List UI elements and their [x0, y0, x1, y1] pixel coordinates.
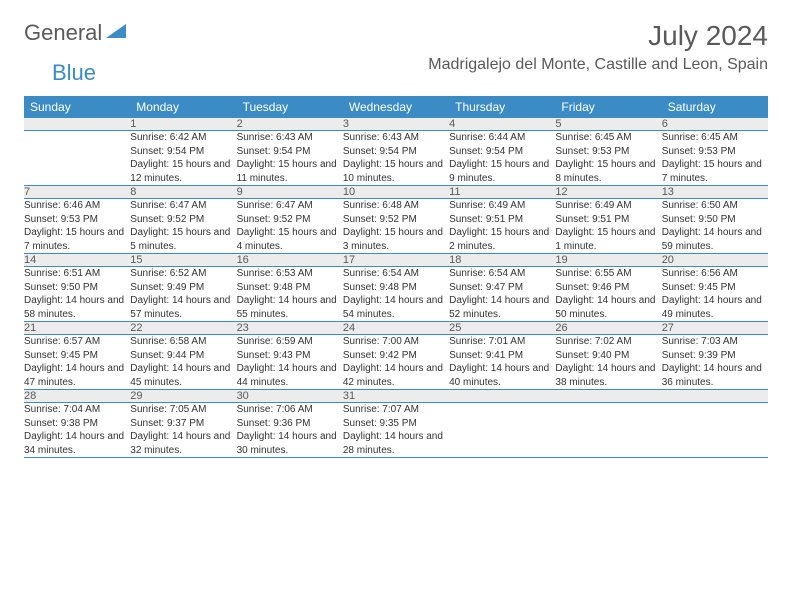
day-detail-cell: Sunrise: 6:43 AMSunset: 9:54 PMDaylight:…	[237, 131, 343, 186]
day-detail-cell: Sunrise: 6:49 AMSunset: 9:51 PMDaylight:…	[449, 199, 555, 254]
day-number-cell	[662, 390, 768, 403]
location-subtitle: Madrigalejo del Monte, Castille and Leon…	[428, 56, 768, 74]
day-number-cell	[449, 390, 555, 403]
day-number-cell: 22	[130, 322, 236, 335]
day-number-cell: 31	[343, 390, 449, 403]
day-number-cell: 23	[237, 322, 343, 335]
day-detail-cell: Sunrise: 6:45 AMSunset: 9:53 PMDaylight:…	[662, 131, 768, 186]
day-number-cell: 6	[662, 118, 768, 131]
day-number-cell	[24, 118, 130, 131]
day-detail-cell: Sunrise: 6:46 AMSunset: 9:53 PMDaylight:…	[24, 199, 130, 254]
day-number-cell: 7	[24, 186, 130, 199]
day-detail-cell: Sunrise: 6:59 AMSunset: 9:43 PMDaylight:…	[237, 335, 343, 390]
calendar-header-row: Sunday Monday Tuesday Wednesday Thursday…	[24, 96, 768, 118]
calendar-table: Sunday Monday Tuesday Wednesday Thursday…	[24, 96, 768, 458]
day-detail-row: Sunrise: 7:04 AMSunset: 9:38 PMDaylight:…	[24, 403, 768, 458]
day-number-row: 78910111213	[24, 186, 768, 199]
day-number-cell: 27	[662, 322, 768, 335]
day-detail-cell: Sunrise: 6:44 AMSunset: 9:54 PMDaylight:…	[449, 131, 555, 186]
day-number-cell: 8	[130, 186, 236, 199]
day-number-cell: 17	[343, 254, 449, 267]
day-detail-row: Sunrise: 6:57 AMSunset: 9:45 PMDaylight:…	[24, 335, 768, 390]
day-detail-cell	[24, 131, 130, 186]
day-number-cell: 3	[343, 118, 449, 131]
day-detail-cell: Sunrise: 7:01 AMSunset: 9:41 PMDaylight:…	[449, 335, 555, 390]
day-detail-cell: Sunrise: 6:51 AMSunset: 9:50 PMDaylight:…	[24, 267, 130, 322]
day-detail-cell: Sunrise: 6:47 AMSunset: 9:52 PMDaylight:…	[237, 199, 343, 254]
day-number-row: 123456	[24, 118, 768, 131]
brand-triangle-icon	[106, 24, 126, 43]
day-number-cell: 1	[130, 118, 236, 131]
day-number-cell: 29	[130, 390, 236, 403]
day-number-cell: 2	[237, 118, 343, 131]
day-header: Wednesday	[343, 96, 449, 118]
day-detail-cell: Sunrise: 7:03 AMSunset: 9:39 PMDaylight:…	[662, 335, 768, 390]
day-header: Thursday	[449, 96, 555, 118]
day-detail-cell: Sunrise: 7:06 AMSunset: 9:36 PMDaylight:…	[237, 403, 343, 458]
day-detail-cell: Sunrise: 6:58 AMSunset: 9:44 PMDaylight:…	[130, 335, 236, 390]
day-detail-cell: Sunrise: 7:02 AMSunset: 9:40 PMDaylight:…	[555, 335, 661, 390]
day-number-cell: 12	[555, 186, 661, 199]
day-detail-cell: Sunrise: 6:50 AMSunset: 9:50 PMDaylight:…	[662, 199, 768, 254]
day-detail-cell: Sunrise: 6:52 AMSunset: 9:49 PMDaylight:…	[130, 267, 236, 322]
day-number-cell: 28	[24, 390, 130, 403]
day-number-cell	[555, 390, 661, 403]
day-detail-cell: Sunrise: 6:42 AMSunset: 9:54 PMDaylight:…	[130, 131, 236, 186]
day-number-cell: 18	[449, 254, 555, 267]
day-number-cell: 4	[449, 118, 555, 131]
month-title: July 2024	[428, 20, 768, 52]
day-number-cell: 30	[237, 390, 343, 403]
day-number-row: 14151617181920	[24, 254, 768, 267]
day-detail-cell: Sunrise: 6:56 AMSunset: 9:45 PMDaylight:…	[662, 267, 768, 322]
day-number-cell: 5	[555, 118, 661, 131]
day-detail-cell	[662, 403, 768, 458]
day-detail-cell: Sunrise: 6:47 AMSunset: 9:52 PMDaylight:…	[130, 199, 236, 254]
day-header: Tuesday	[237, 96, 343, 118]
day-number-cell: 20	[662, 254, 768, 267]
day-detail-cell	[555, 403, 661, 458]
day-number-cell: 10	[343, 186, 449, 199]
day-number-row: 21222324252627	[24, 322, 768, 335]
day-number-cell: 13	[662, 186, 768, 199]
day-detail-cell: Sunrise: 7:05 AMSunset: 9:37 PMDaylight:…	[130, 403, 236, 458]
day-number-cell: 14	[24, 254, 130, 267]
day-detail-row: Sunrise: 6:51 AMSunset: 9:50 PMDaylight:…	[24, 267, 768, 322]
day-number-row: 28293031	[24, 390, 768, 403]
day-header: Monday	[130, 96, 236, 118]
day-detail-cell: Sunrise: 6:45 AMSunset: 9:53 PMDaylight:…	[555, 131, 661, 186]
day-detail-cell: Sunrise: 7:00 AMSunset: 9:42 PMDaylight:…	[343, 335, 449, 390]
day-number-cell: 21	[24, 322, 130, 335]
day-detail-cell: Sunrise: 7:04 AMSunset: 9:38 PMDaylight:…	[24, 403, 130, 458]
title-area: July 2024 Madrigalejo del Monte, Castill…	[428, 20, 768, 74]
day-number-cell: 9	[237, 186, 343, 199]
day-detail-row: Sunrise: 6:42 AMSunset: 9:54 PMDaylight:…	[24, 131, 768, 186]
day-detail-row: Sunrise: 6:46 AMSunset: 9:53 PMDaylight:…	[24, 199, 768, 254]
day-detail-cell	[449, 403, 555, 458]
day-detail-cell: Sunrise: 7:07 AMSunset: 9:35 PMDaylight:…	[343, 403, 449, 458]
day-detail-cell: Sunrise: 6:55 AMSunset: 9:46 PMDaylight:…	[555, 267, 661, 322]
day-detail-cell: Sunrise: 6:53 AMSunset: 9:48 PMDaylight:…	[237, 267, 343, 322]
day-number-cell: 19	[555, 254, 661, 267]
day-detail-cell: Sunrise: 6:57 AMSunset: 9:45 PMDaylight:…	[24, 335, 130, 390]
brand-part2: Blue	[52, 60, 96, 85]
day-detail-cell: Sunrise: 6:43 AMSunset: 9:54 PMDaylight:…	[343, 131, 449, 186]
day-number-cell: 16	[237, 254, 343, 267]
day-detail-cell: Sunrise: 6:49 AMSunset: 9:51 PMDaylight:…	[555, 199, 661, 254]
day-detail-cell: Sunrise: 6:54 AMSunset: 9:47 PMDaylight:…	[449, 267, 555, 322]
day-number-cell: 26	[555, 322, 661, 335]
day-number-cell: 11	[449, 186, 555, 199]
day-detail-cell: Sunrise: 6:54 AMSunset: 9:48 PMDaylight:…	[343, 267, 449, 322]
day-header: Sunday	[24, 96, 130, 118]
day-detail-cell: Sunrise: 6:48 AMSunset: 9:52 PMDaylight:…	[343, 199, 449, 254]
day-number-cell: 25	[449, 322, 555, 335]
day-number-cell: 15	[130, 254, 236, 267]
day-number-cell: 24	[343, 322, 449, 335]
day-header: Saturday	[662, 96, 768, 118]
calendar-body: 123456Sunrise: 6:42 AMSunset: 9:54 PMDay…	[24, 118, 768, 458]
brand-logo: General	[24, 20, 130, 46]
day-header: Friday	[555, 96, 661, 118]
brand-part1: General	[24, 20, 102, 46]
